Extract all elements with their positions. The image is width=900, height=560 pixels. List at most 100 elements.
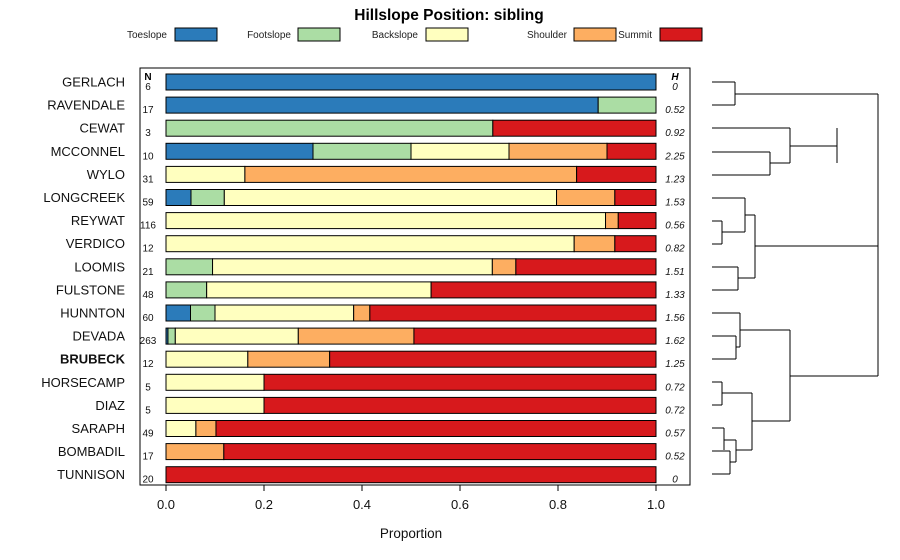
legend-label-footslope: Footslope [247,30,291,41]
row-label: HUNNTON [60,306,125,321]
row-label: BOMBADIL [58,444,125,459]
plot-frame [139,67,691,486]
bar-segment-shoulder [165,443,225,461]
row-h-value: 1.25 [665,359,685,370]
x-tick-label: 0.0 [157,497,175,512]
legend-swatch-toeslope [174,27,218,42]
x-tick-label: 0.6 [451,497,469,512]
bar-segment-toeslope [165,73,657,91]
bar-segment-footslope [165,119,494,137]
bar-segment-backslope [206,281,432,299]
row-tunnison: TUNNISON 20 0 [57,466,678,486]
dendrogram [712,81,879,475]
bar-segment-summit [606,142,657,160]
legend-label-summit: Summit [618,30,652,41]
row-n-value: 21 [142,267,154,278]
row-n-value: 31 [142,174,154,185]
bar-segment-shoulder [247,350,331,368]
row-label: LONGCREEK [43,190,125,205]
bar-segment-summit [223,443,657,461]
row-h-value: 1.23 [665,174,685,185]
row-h-value: 0.82 [665,244,685,255]
bar-segment-shoulder [195,420,217,437]
bar-segment-summit [515,258,657,276]
bar-segment-summit [263,373,657,391]
row-bombadil: BOMBADIL 17 0.52 [58,443,685,463]
row-h-value: 0 [672,475,678,486]
x-tick-label: 1.0 [647,497,665,512]
bar-segment-shoulder [353,304,371,322]
bar-segment-shoulder [297,327,415,345]
row-label: BRUBECK [60,352,126,367]
row-h-value: 2.25 [664,151,685,162]
bar-segment-toeslope [165,142,314,160]
row-ravendale: RAVENDALE 17 0.52 [47,96,685,116]
row-label: LOOMIS [74,259,125,274]
row-n-value: 48 [142,290,154,301]
row-fulstone: FULSTONE 48 1.33 [56,281,685,301]
bar-segment-footslope [312,142,412,160]
row-h-value: 0.56 [665,221,685,232]
legend-label-backslope: Backslope [372,30,419,41]
legend-swatch-summit [659,27,703,42]
legend: Toeslope Footslope Backslope Shoulder Summit [127,27,703,42]
row-label: DEVADA [73,329,126,344]
row-n-value: 263 [140,336,157,347]
n-column-header: N [144,72,151,83]
row-h-value: 1.56 [665,313,685,324]
row-label: CEWAT [80,121,126,136]
x-axis-title: Proportion [380,526,442,541]
bar-segment-backslope [410,142,510,160]
row-brubeck: BRUBECK 12 1.25 [60,350,685,370]
row-wylo: WYLO 31 1.23 [87,165,685,185]
chart-title: Hillslope Position: sibling [354,7,543,24]
bar-segment-summit [413,327,657,345]
row-h-value: 1.33 [665,290,685,301]
bar-segment-footslope [190,189,225,206]
row-horsecamp: HORSECAMP 5 0.72 [41,373,685,393]
row-n-value: 17 [142,105,154,116]
row-loomis: LOOMIS 21 1.51 [74,258,685,278]
bar-segment-shoulder [573,235,616,253]
bar-segment-footslope [165,258,214,276]
row-n-value: 6 [145,82,151,93]
bar-segment-shoulder [508,142,608,160]
bar-segment-footslope [190,304,216,322]
bar-segment-backslope [165,373,265,391]
legend-label-shoulder: Shoulder [527,30,568,41]
x-axis: 0.0 0.2 0.4 0.6 0.8 1.0 [157,485,665,512]
bar-segment-toeslope [165,304,191,322]
row-h-value: 1.51 [665,267,684,278]
row-n-value: 5 [145,382,151,393]
row-h-value: 1.62 [665,336,685,347]
row-n-value: 116 [140,221,156,232]
bar-segment-backslope [165,396,265,414]
bar-segment-backslope [165,420,197,437]
row-n-value: 17 [142,452,154,463]
bar-segment-summit [215,420,657,437]
row-diaz: DIAZ 5 0.72 [95,396,685,416]
row-n-value: 20 [142,475,154,486]
bar-segment-footslope [597,96,657,114]
row-label: GERLACH [62,75,125,90]
row-reywat: REYWAT 116 0.56 [71,212,685,232]
bar-segment-shoulder [244,165,578,183]
row-n-value: 12 [142,359,154,370]
bar-segment-shoulder [556,189,616,206]
row-verdico: VERDICO 12 0.82 [66,235,685,255]
row-devada: DEVADA 263 1.62 [73,327,685,347]
bar-segment-summit [263,396,657,414]
bar-segment-summit [165,466,657,484]
row-h-value: 0.72 [665,405,685,416]
bar-segment-summit [617,212,657,230]
row-label: DIAZ [95,398,125,413]
row-label: FULSTONE [56,282,125,297]
row-gerlach: GERLACH 6 0 [62,73,678,93]
bar-segment-backslope [165,212,607,230]
row-h-value: 0.72 [665,382,685,393]
bar-segment-backslope [223,189,558,206]
bar-segment-toeslope [165,189,192,206]
row-n-value: 49 [142,429,154,440]
bar-segment-backslope [214,304,355,322]
